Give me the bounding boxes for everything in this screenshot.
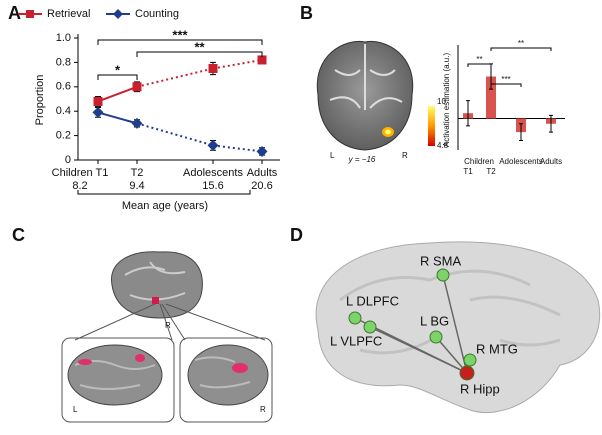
age-label: 20.6 [251,180,272,192]
node [463,353,477,367]
connection [442,274,468,374]
significance-label: *** [172,27,188,42]
significance-label: ** [476,55,482,64]
node-label: R MTG [476,341,518,356]
age-bracket [77,190,251,195]
glass-brain [315,241,601,414]
series-line [97,85,138,103]
age-label: 15.6 [202,180,223,192]
significance-bracket [136,51,263,57]
bar [486,76,496,119]
data-point [132,82,142,92]
panel-label: A [8,3,21,23]
x-tick-label: T1 [463,167,473,176]
x-tick-label: T2 [486,167,496,176]
error-bar [519,123,523,142]
series-line [136,122,214,147]
y-tick-label: 0.2 [56,130,71,142]
significance-label: *** [501,75,510,84]
data-point [131,117,143,129]
x-tick-label: Adults [540,157,562,166]
colorbar-label: 10 [437,97,446,106]
y-tick-label: 1.0 [56,32,71,44]
x-tick-label: Children T1 [52,167,109,179]
data-point [256,145,268,157]
age-label: 8.2 [72,180,87,192]
series-line [212,144,263,153]
x-axis-label: Mean age (years) [122,200,208,212]
image-label: L [73,405,78,414]
significance-label: * [115,62,121,77]
node-label: R SMA [420,253,462,268]
node-label: L VLPFC [330,333,382,348]
node [363,320,377,334]
error-bar [549,114,553,133]
x-tick-label: Adolescents [183,167,243,179]
legend-marker [113,9,123,19]
node-label: R Hipp [460,381,500,396]
brain-slice [316,40,435,151]
panel-label: C [12,225,25,245]
node [348,311,362,325]
colorbar-label: 4.8 [437,141,449,150]
data-point [93,96,103,106]
significance-bracket [97,74,138,80]
category-group-label: Children [464,157,494,166]
y-tick-label: 0.6 [56,81,71,93]
data-point [257,55,267,65]
image-label: R [402,151,408,160]
x-tick-label: T2 [131,167,144,179]
y-tick-label: 0.8 [56,56,71,68]
y-tick-label: 0.4 [56,105,71,117]
panel-label: D [290,225,303,245]
node [429,330,443,344]
data-point [92,106,104,118]
image-label: R [260,405,266,414]
series-line [136,67,214,88]
node [436,268,450,282]
data-point [208,64,218,73]
panel-label: B [300,3,313,23]
node [459,365,475,381]
data-point [207,139,219,151]
y-tick-label: 0 [65,154,71,166]
connection [369,326,468,374]
y-axis-label: Proportion [34,75,46,126]
connection [435,336,468,374]
x-tick-label: Adolescents [499,157,543,166]
error-bar [466,100,470,127]
series-line [212,58,263,70]
significance-bracket [490,47,552,51]
series-line [97,111,138,125]
legend-marker [26,10,34,18]
node-label: L BG [420,313,449,328]
node-label: L DLPFC [346,293,399,308]
image-label: y = −16 [348,155,376,164]
x-tick-label: Adults [247,167,278,179]
image-label: L [330,151,335,160]
significance-bracket [490,83,522,87]
significance-label: ** [518,39,524,48]
legend-label: Counting [135,8,179,20]
image-label: R [165,321,171,330]
y-axis-label: Activation estimation (a.u.) [442,53,451,148]
legend-label: Retrieval [47,8,90,20]
age-label: 9.4 [129,180,144,192]
brain-3d [61,251,273,423]
significance-label: ** [194,39,205,54]
significance-bracket [97,39,263,45]
significance-bracket [467,63,492,67]
